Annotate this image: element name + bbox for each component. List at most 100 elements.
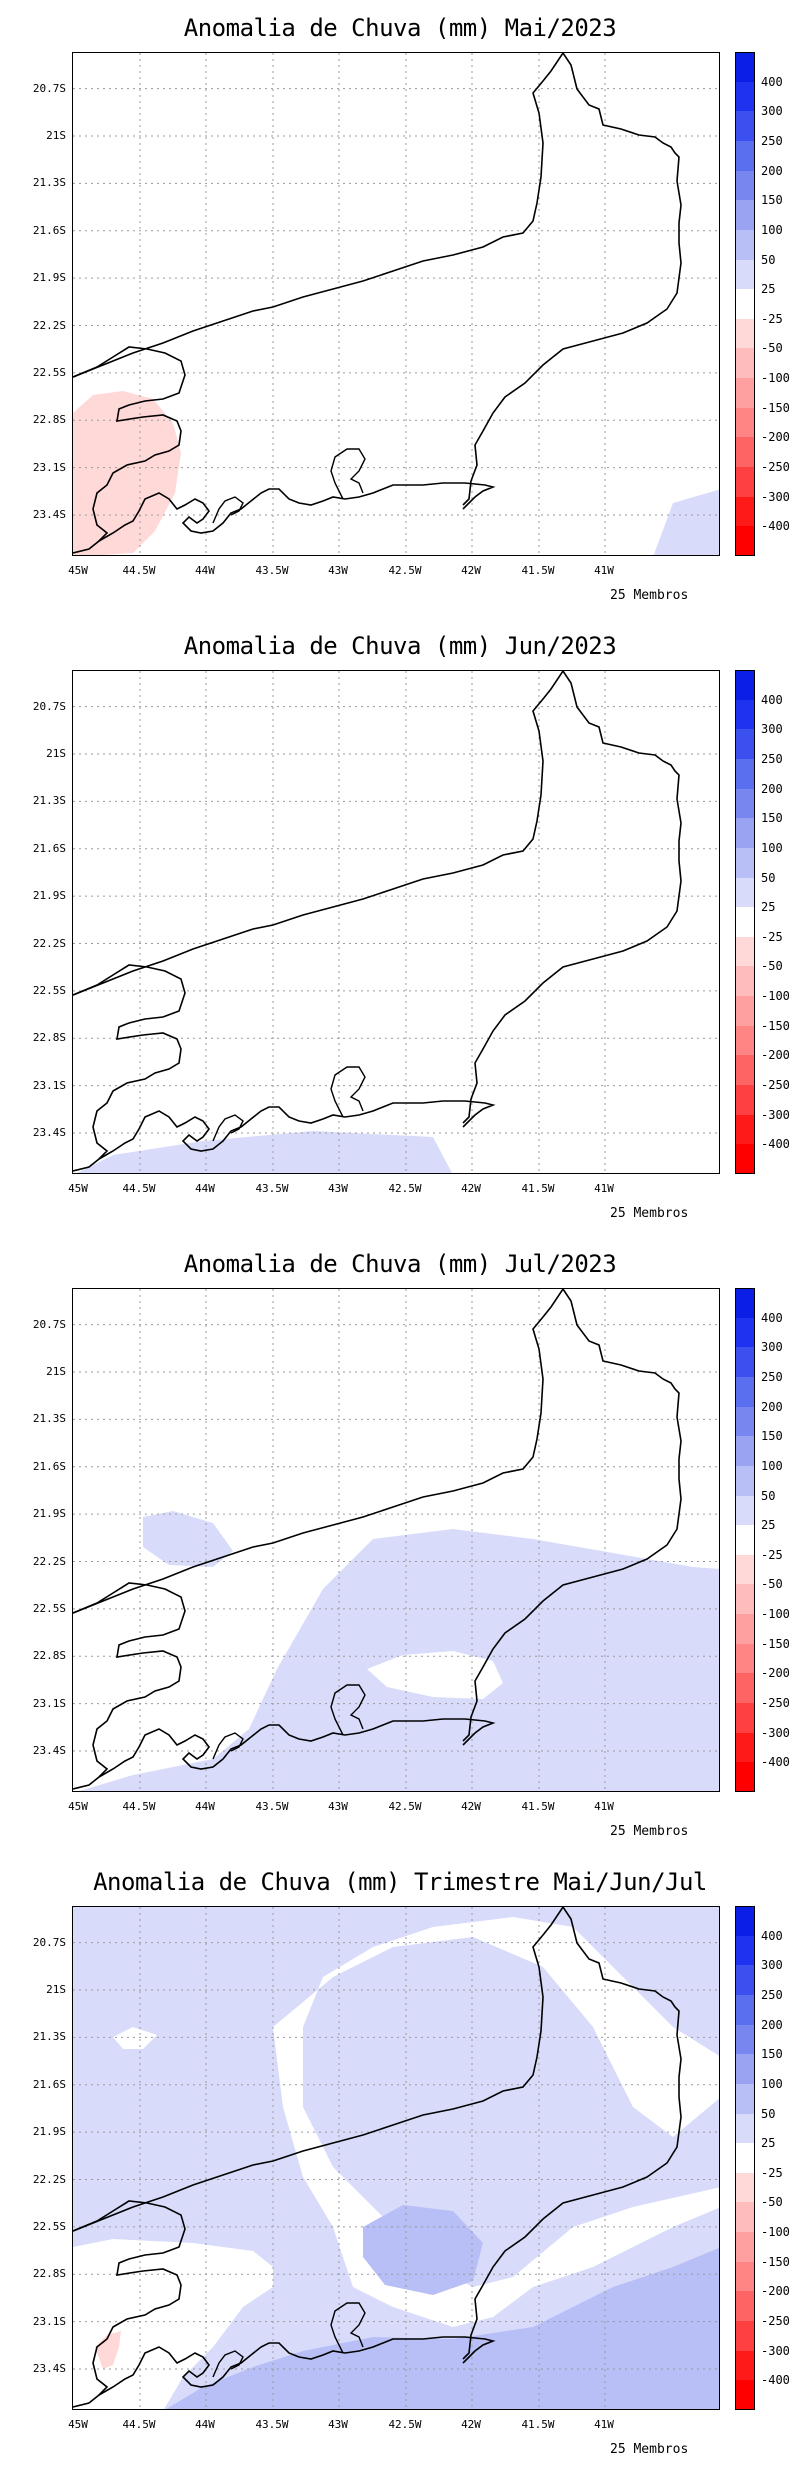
longitude-label: 42W — [461, 564, 481, 577]
map-frame — [72, 1906, 720, 2410]
legend-label: 100 — [761, 222, 783, 237]
legend-swatch — [735, 318, 755, 349]
legend-swatch — [735, 1288, 755, 1318]
legend-label: 300 — [761, 104, 783, 119]
latitude-label: 22.2S — [32, 936, 66, 950]
legend-swatch — [735, 1965, 755, 1995]
legend-swatch — [735, 437, 755, 468]
legend-swatch — [735, 407, 755, 438]
legend-label: 400 — [761, 1310, 783, 1325]
longitude-label: 41.5W — [521, 2418, 555, 2431]
legend-swatch — [735, 2143, 755, 2173]
legend-swatch — [735, 526, 755, 556]
coastline — [98, 2336, 496, 2396]
legend-label: -250 — [761, 460, 790, 475]
legend-label: -100 — [761, 371, 790, 386]
legend-swatch — [735, 2172, 755, 2203]
anomaly-region-positive — [143, 1511, 233, 1567]
legend-label: -100 — [761, 989, 790, 1004]
legend-swatch — [735, 467, 755, 497]
longitude-label: 42W — [461, 1182, 481, 1195]
legend-label: 200 — [761, 2017, 783, 2032]
map-svg — [73, 1907, 719, 2409]
color-legend: 400 300 250 200 150 100 50 25 -25 -50 -100 -150 -200… — [735, 1288, 790, 1792]
legend-swatch — [735, 1347, 755, 1377]
bay-outline — [212, 1114, 244, 1142]
legend-swatch — [735, 1703, 755, 1733]
latitude-label: 21.6S — [32, 223, 66, 237]
latitude-label: 22.5S — [32, 365, 66, 379]
latitude-label: 23.1S — [32, 2314, 66, 2328]
coastline — [98, 482, 496, 542]
legend-swatch — [735, 936, 755, 967]
longitude-label: 42W — [461, 2418, 481, 2431]
latitude-label: 21.6S — [32, 841, 66, 855]
legend-label: -150 — [761, 1636, 790, 1651]
legend-label: -100 — [761, 1607, 790, 1622]
legend-swatch — [735, 2024, 755, 2055]
latitude-label: 21.6S — [32, 2077, 66, 2091]
legend-swatch — [735, 1376, 755, 1407]
longitude-label: 43W — [328, 2418, 348, 2431]
legend-label: -400 — [761, 1137, 790, 1152]
legend-swatch — [735, 670, 755, 700]
latitude-label: 20.7S — [32, 699, 66, 713]
state-boundary — [73, 1582, 186, 1790]
color-legend: 400 300 250 200 150 100 50 25 -25 -50 -100 -150 -200… — [735, 52, 790, 556]
latitude-label: 22.5S — [32, 983, 66, 997]
state-boundary — [73, 964, 186, 1172]
legend-swatch — [735, 111, 755, 141]
legend-swatch — [735, 699, 755, 730]
legend-label: -300 — [761, 489, 790, 504]
legend-swatch — [735, 907, 755, 937]
legend-label: 25 — [761, 1518, 776, 1533]
latitude-label: 20.7S — [32, 1935, 66, 1949]
legend-label: 200 — [761, 781, 783, 796]
legend-label: -100 — [761, 2225, 790, 2240]
panel-title: Anomalia de Chuva (mm) Jun/2023 — [183, 632, 617, 660]
legend-swatch — [735, 1554, 755, 1585]
legend-label: 200 — [761, 1399, 783, 1414]
map-panel: Anomalia de Chuva (mm) Mai/2023 20.7S 21S 2… — [0, 0, 800, 618]
legend-label: -250 — [761, 2314, 790, 2329]
latitude-label: 21.3S — [32, 794, 66, 808]
map-frame — [72, 670, 720, 1174]
latitude-label: 21S — [46, 1365, 66, 1379]
legend-swatch — [735, 229, 755, 260]
legend-swatch — [735, 996, 755, 1026]
longitude-label: 43W — [328, 1182, 348, 1195]
legend-label: -250 — [761, 1078, 790, 1093]
longitude-label: 44.5W — [122, 1182, 156, 1195]
anomaly-hole — [367, 1651, 503, 1699]
map-panel: Anomalia de Chuva (mm) Trimestre Mai/Jun… — [0, 1854, 800, 2472]
legend-swatch — [735, 1525, 755, 1555]
longitude-label: 45W — [68, 564, 88, 577]
legend-swatch — [735, 788, 755, 819]
legend-label: -50 — [761, 2195, 783, 2210]
legend-label: 250 — [761, 751, 783, 766]
state-boundary — [73, 671, 682, 1124]
legend-swatch — [735, 2113, 755, 2144]
legend-label: -400 — [761, 2373, 790, 2388]
legend-label: 400 — [761, 1928, 783, 1943]
legend-label: 50 — [761, 252, 776, 267]
legend-label: -300 — [761, 1107, 790, 1122]
legend-swatch — [735, 1144, 755, 1174]
legend-swatch — [735, 2321, 755, 2351]
latitude-label: 23.4S — [32, 508, 66, 522]
longitude-label: 44W — [195, 1182, 215, 1195]
longitude-label: 43W — [328, 1800, 348, 1813]
bay-outline — [330, 448, 366, 500]
legend-label: 300 — [761, 1340, 783, 1355]
anomaly-hole — [113, 2027, 157, 2049]
latitude-label: 23.1S — [32, 460, 66, 474]
legend-label: 200 — [761, 163, 783, 178]
latitude-label: 22.5S — [32, 1601, 66, 1615]
legend-label: 25 — [761, 282, 776, 297]
anomaly-region-negative — [73, 391, 181, 555]
map-frame — [72, 1288, 720, 1792]
latitude-label: 22.2S — [32, 2172, 66, 2186]
legend-swatch — [735, 1673, 755, 1704]
anomaly-region-positive — [653, 489, 719, 555]
legend-label: 150 — [761, 2047, 783, 2062]
